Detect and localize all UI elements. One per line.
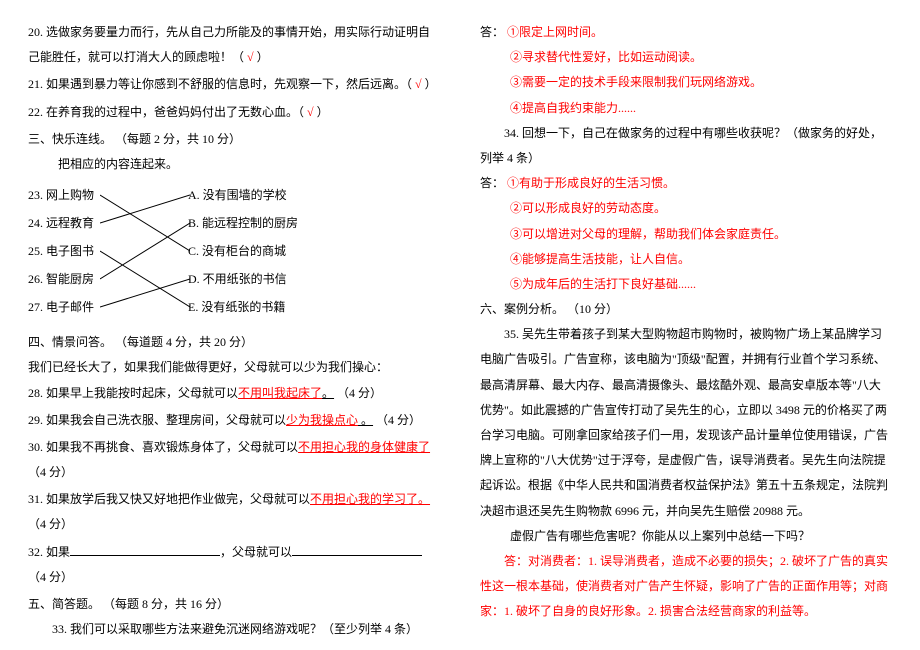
match-right-4: E. 没有纸张的书籍 [188, 293, 298, 321]
section-5-title: 五、简答题。 （每题 8 分，共 16 分） [28, 592, 440, 617]
q35-body: 35. 吴先生带着孩子到某大型购物超市购物时，被购物广场上某品牌学习电脑广告吸引… [480, 322, 892, 524]
q22-tail: ） [317, 105, 329, 119]
a34-0: ①有助于形成良好的生活习惯。 [507, 176, 675, 190]
section-3-title: 三、快乐连线。 （每题 2 分，共 10 分） [28, 127, 440, 152]
a34-3: ④能够提高生活技能，让人自信。 [480, 247, 892, 272]
q31: 31. 如果放学后我又快又好地把作业做完，父母就可以不用担心我的学习了。 （4 … [28, 487, 440, 537]
q28-suf: 。 [322, 386, 334, 400]
sec5-title: 五、简答题。 [28, 597, 100, 611]
q21-mark: √ [415, 77, 422, 91]
a33-label: 答： [480, 25, 504, 39]
q20: 20. 选做家务要量力而行，先从自己力所能及的事情开始，用实际行动证明自己能胜任… [28, 20, 440, 70]
q20-tail: ） [257, 50, 269, 64]
a33-line1: 答： ①限定上网时间。 [480, 20, 892, 45]
q30-pre: 30. 如果我不再挑食、喜欢锻炼身体了，父母就可以 [28, 440, 298, 454]
q35-question: 虚假广告有哪些危害呢？你能从以上案列中总结一下吗？ [480, 524, 892, 549]
q21-tail: ） [425, 77, 437, 91]
a35: 答：对消费者：1. 误导消费者，造成不必要的损失；2. 破坏了广告的真实性这一根… [480, 549, 892, 625]
sec6-note: （10 分） [567, 302, 618, 316]
sec3-instr: 把相应的内容连起来。 [28, 152, 440, 177]
sec3-title: 三、快乐连线。 [28, 132, 112, 146]
a34-4: ⑤为成年后的生活打下良好基础...... [480, 272, 892, 297]
match-right-2: C. 没有柜台的商城 [188, 237, 298, 265]
q20-mark: √ [247, 50, 254, 64]
q29-suf: 。 [358, 413, 373, 427]
q21-text: 21. 如果遇到暴力等让你感到不舒服的信息时，先观察一下，然后远离。（ [28, 77, 412, 91]
a33-1: ②寻求替代性爱好，比如运动阅读。 [480, 45, 892, 70]
q22-mark: √ [307, 105, 314, 119]
q28-ans: 不用叫我起床了 [238, 386, 322, 400]
a34-label: 答： [480, 176, 504, 190]
match-right-0: A. 没有围墙的学校 [188, 181, 298, 209]
q28: 28. 如果早上我能按时起床，父母就可以不用叫我起床了。 （4 分） [28, 381, 440, 406]
a33-3: ④提高自我约束能力...... [480, 96, 892, 121]
q30-ans: 不用担心我的身体健康了 [298, 440, 430, 454]
a34-line1: 答： ①有助于形成良好的生活习惯。 [480, 171, 892, 196]
q32-blank1 [70, 544, 220, 556]
sec4-note: （每道题 4 分，共 20 分） [115, 335, 253, 349]
match-left-0: 23. 网上购物 [28, 181, 94, 209]
match-lines [100, 181, 190, 326]
match-left-1: 24. 远程教育 [28, 209, 94, 237]
section-6-title: 六、案例分析。 （10 分） [480, 297, 892, 322]
q29: 29. 如果我会自己洗衣服、整理房间，父母就可以少为我操点心 。 （4 分） [28, 408, 440, 433]
sec4-title: 四、情景问答。 [28, 335, 112, 349]
q30-pts: （4 分） [28, 465, 73, 479]
q34: 34. 回想一下，自己在做家务的过程中有哪些收获呢？（做家务的好处，列举 4 条… [480, 121, 892, 171]
a34-2: ③可以增进对父母的理解，帮助我们体会家庭责任。 [480, 222, 892, 247]
match-left-col: 23. 网上购物 24. 远程教育 25. 电子图书 26. 智能厨房 27. … [28, 181, 94, 321]
q22: 22. 在养育我的过程中，爸爸妈妈付出了无数心血。（ √ ） [28, 100, 440, 125]
q20-text: 20. 选做家务要量力而行，先从自己力所能及的事情开始，用实际行动证明自己能胜任… [28, 25, 430, 64]
match-left-2: 25. 电子图书 [28, 237, 94, 265]
matching-block: 23. 网上购物 24. 远程教育 25. 电子图书 26. 智能厨房 27. … [28, 181, 440, 326]
q29-pts: （4 分） [376, 413, 421, 427]
q32-blank2 [292, 544, 422, 556]
q32-pre: 32. 如果 [28, 545, 70, 559]
a33-2: ③需要一定的技术手段来限制我们玩网络游戏。 [480, 70, 892, 95]
q31-ans: 不用担心我的学习了。 [310, 492, 430, 506]
q29-ans: 少为我操点心 [286, 413, 358, 427]
q31-pre: 31. 如果放学后我又快又好地把作业做完，父母就可以 [28, 492, 310, 506]
a34-1: ②可以形成良好的劳动态度。 [480, 196, 892, 221]
match-right-3: D. 不用纸张的书信 [188, 265, 298, 293]
q32-mid: ，父母就可以 [220, 545, 292, 559]
q32-pts: （4 分） [28, 570, 73, 584]
q21: 21. 如果遇到暴力等让你感到不舒服的信息时，先观察一下，然后远离。（ √ ） [28, 72, 440, 97]
sec3-note: （每题 2 分，共 10 分） [115, 132, 241, 146]
match-left-3: 26. 智能厨房 [28, 265, 94, 293]
sec4-intro: 我们已经长大了，如果我们能做得更好，父母就可以少为我们操心： [28, 355, 440, 380]
match-right-1: B. 能远程控制的厨房 [188, 209, 298, 237]
q31-pts: （4 分） [28, 517, 73, 531]
q22-text: 22. 在养育我的过程中，爸爸妈妈付出了无数心血。（ [28, 105, 304, 119]
a33-0: ①限定上网时间。 [507, 25, 603, 39]
q30: 30. 如果我不再挑食、喜欢锻炼身体了，父母就可以不用担心我的身体健康了 （4 … [28, 435, 440, 485]
q32: 32. 如果 ，父母就可以 （4 分） [28, 540, 440, 590]
q28-pre: 28. 如果早上我能按时起床，父母就可以 [28, 386, 238, 400]
sec5-note: （每题 8 分，共 16 分） [103, 597, 229, 611]
q28-pts: （4 分） [337, 386, 382, 400]
q29-pre: 29. 如果我会自己洗衣服、整理房间，父母就可以 [28, 413, 286, 427]
sec6-title: 六、案例分析。 [480, 302, 564, 316]
section-4-title: 四、情景问答。 （每道题 4 分，共 20 分） [28, 330, 440, 355]
q33: 33. 我们可以采取哪些方法来避免沉迷网络游戏呢？（至少列举 4 条） [28, 617, 440, 642]
match-right-col: A. 没有围墙的学校 B. 能远程控制的厨房 C. 没有柜台的商城 D. 不用纸… [188, 181, 298, 321]
match-left-4: 27. 电子邮件 [28, 293, 94, 321]
